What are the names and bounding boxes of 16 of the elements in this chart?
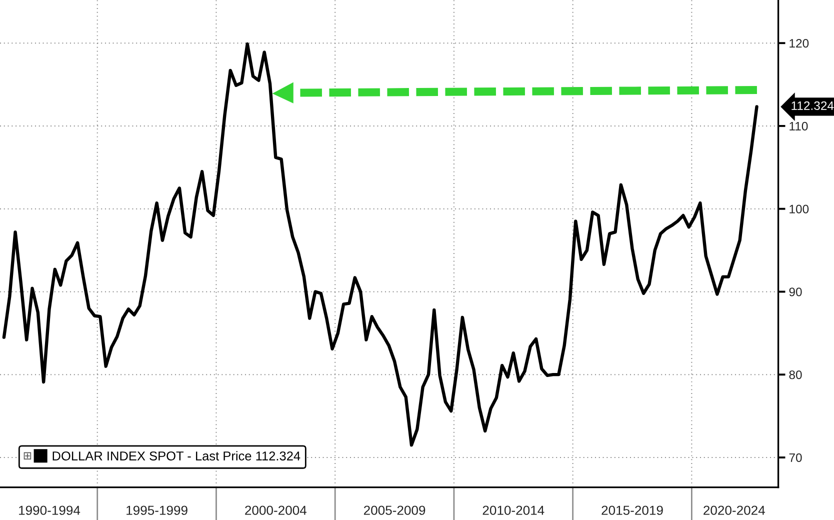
x-tick-label: 2005-2009 [364, 506, 426, 515]
y-tick-label: 100 [790, 204, 809, 214]
y-tick-label: 120 [790, 38, 809, 48]
y-tick-label: 110 [790, 122, 808, 131]
x-tick-label: 1995-1999 [126, 506, 188, 515]
legend-label: DOLLAR INDEX SPOT - Last Price 112.324 [52, 451, 300, 460]
x-tick-label: 2000-2004 [245, 506, 306, 515]
y-tick-label: 70 [789, 453, 802, 462]
x-tick-label: 2015-2019 [602, 506, 663, 515]
line-series [2, 42, 758, 447]
y-tick-label: 90 [789, 288, 802, 296]
x-tick-label: 2020-2024 [704, 506, 765, 515]
y-tick-label: 80 [789, 370, 802, 380]
x-tick-label: 2010-2014 [482, 506, 544, 515]
x-tick-label: 1990-1994 [19, 506, 80, 515]
text: 112.324 [792, 101, 834, 110]
